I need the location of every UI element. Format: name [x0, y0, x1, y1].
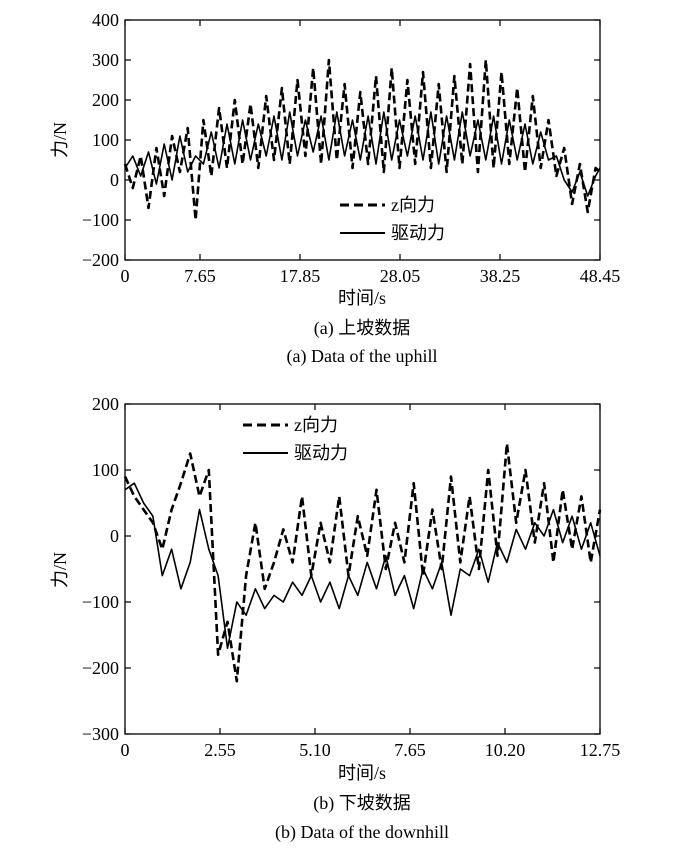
- caption-en-b: (b) Data of the downhill: [275, 822, 449, 843]
- y-tick-label-a: −200: [82, 250, 119, 270]
- x-tick-label-b: 5.10: [299, 740, 331, 760]
- legend-label-drive-force-a: 驱动力: [391, 223, 445, 243]
- legend-b: z向力 驱动力: [243, 415, 348, 463]
- caption-cn-a: (a) 上坡数据: [314, 318, 410, 339]
- y-tick-label-a: 0: [110, 170, 119, 190]
- x-ticks-b: 0 2.55 5.10 7.65 10.20 12.75: [121, 404, 621, 760]
- x-tick-label-a: 0: [121, 266, 130, 286]
- drive-force-line-b: [124, 482, 601, 650]
- plot-frame-b: [124, 403, 601, 735]
- x-tick-label-a: 17.85: [280, 266, 321, 286]
- y-tick-label-b: 0: [110, 526, 119, 546]
- x-axis-label-b: 时间/s: [338, 763, 386, 783]
- z-force-line-a: [123, 58, 601, 222]
- x-tick-label-b: 7.65: [394, 740, 426, 760]
- panel-uphill: −200 −100 0 100 200 300 400 0 7.65 17.85 28.05 38.…: [50, 10, 620, 367]
- y-tick-label-b: 100: [92, 460, 119, 480]
- legend-label-drive-force-b: 驱动力: [294, 443, 348, 463]
- x-tick-label-b: 2.55: [204, 740, 236, 760]
- y-tick-label-b: −300: [82, 724, 119, 744]
- caption-cn-b: (b) 下坡数据: [313, 793, 411, 814]
- y-axis-label-b: 力/N: [50, 552, 70, 588]
- y-axis-label-a: 力/N: [50, 122, 70, 158]
- x-axis-label-a: 时间/s: [338, 288, 386, 308]
- y-tick-label-a: 400: [92, 10, 119, 30]
- y-tick-label-b: −200: [82, 658, 119, 678]
- x-tick-label-b: 10.20: [485, 740, 526, 760]
- y-tick-label-b: 200: [92, 394, 119, 414]
- x-tick-label-b: 0: [121, 740, 130, 760]
- y-tick-label-a: 100: [92, 130, 119, 150]
- y-tick-label-b: −100: [82, 592, 119, 612]
- series-lines-a: [123, 58, 601, 222]
- x-ticks-a: 0 7.65 17.85 28.05 38.25 48.45: [121, 20, 621, 286]
- z-force-line-b: [123, 442, 602, 683]
- x-tick-label-a: 48.45: [580, 266, 621, 286]
- y-tick-label-a: 200: [92, 90, 119, 110]
- legend-label-z-force-a: z向力: [391, 195, 435, 215]
- legend-label-z-force-b: z向力: [294, 415, 338, 435]
- series-lines-b: [123, 442, 602, 683]
- x-tick-label-a: 38.25: [480, 266, 521, 286]
- panel-downhill: −300 −200 −100 0 100 200 0 2.55 5.10 7.65 10.20 12…: [50, 394, 620, 843]
- y-tick-label-a: −100: [82, 210, 119, 230]
- legend-a: z向力 驱动力: [340, 195, 445, 243]
- x-tick-label-b: 12.75: [580, 740, 621, 760]
- y-tick-label-a: 300: [92, 50, 119, 70]
- y-ticks-b: −300 −200 −100 0 100 200: [82, 394, 600, 744]
- drive-force-line-a: [124, 111, 601, 197]
- x-tick-label-a: 28.05: [380, 266, 421, 286]
- y-ticks-a: −200 −100 0 100 200 300 400: [82, 10, 600, 270]
- x-tick-label-a: 7.65: [184, 266, 216, 286]
- caption-en-a: (a) Data of the uphill: [287, 346, 438, 367]
